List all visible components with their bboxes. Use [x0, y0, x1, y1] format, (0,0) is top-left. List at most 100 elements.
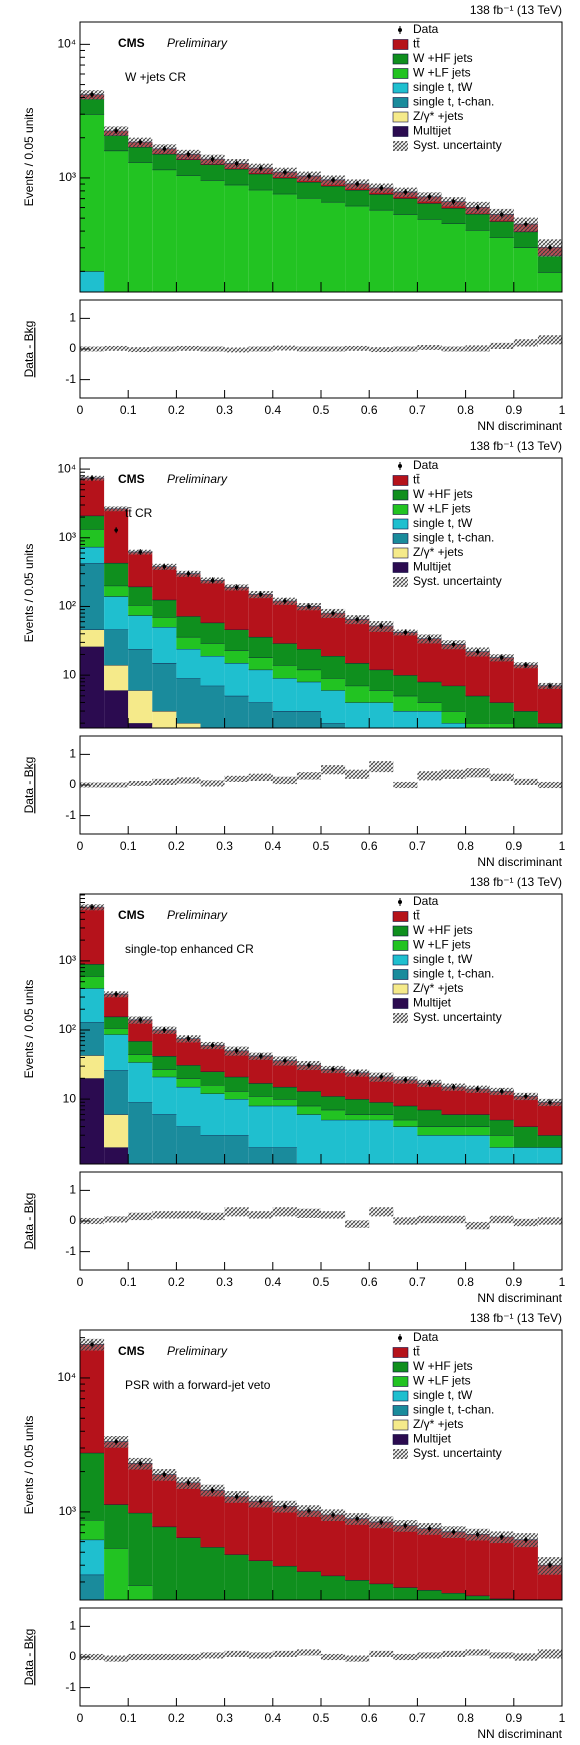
- legend-label: Z/γ* +jets: [413, 545, 463, 559]
- data-point: [355, 1516, 359, 1521]
- stack-segment: [537, 272, 562, 292]
- stack-segment: [200, 1490, 225, 1548]
- y-tick-label: 10²: [59, 599, 76, 613]
- stack-segment: [321, 201, 346, 292]
- stack-segment: [393, 1126, 418, 1164]
- stack-segment: [128, 1054, 153, 1063]
- stack-segment: [321, 1096, 346, 1110]
- stack-segment: [272, 678, 297, 712]
- data-point: [210, 157, 215, 161]
- stack-segment: [104, 994, 129, 1017]
- legend-label: tt̄: [413, 909, 420, 923]
- legend-swatch: [393, 1013, 408, 1023]
- stack-segment: [104, 585, 129, 597]
- data-point: [379, 624, 384, 628]
- stack-segment: [248, 1056, 273, 1084]
- stack-segment: [176, 159, 201, 176]
- stack-segment: [369, 194, 394, 210]
- stack-segment: [272, 1086, 297, 1100]
- ratio-band: [345, 1655, 370, 1662]
- legend-swatch: [392, 983, 409, 995]
- x-tick-label: 0.1: [120, 403, 137, 417]
- data-point: [427, 1526, 432, 1531]
- stack-segment: [321, 655, 346, 679]
- stack-segment: [513, 1147, 538, 1164]
- legend-swatch: [392, 82, 409, 94]
- stack-segment: [272, 1099, 297, 1106]
- stack-segment: [321, 723, 346, 728]
- stack-segment: [104, 665, 129, 691]
- stack-segment: [80, 271, 105, 292]
- data-point: [186, 571, 191, 576]
- stack-segment: [296, 1114, 321, 1164]
- legend-label: W +HF jets: [413, 923, 473, 937]
- stack-segment: [248, 1083, 273, 1097]
- ratio-y-label: Data - Bkg: [22, 1193, 36, 1250]
- ratio-band: [128, 1653, 153, 1661]
- cms-label: CMS: [118, 36, 145, 50]
- data-point: [90, 905, 94, 909]
- ratio-band: [224, 1207, 249, 1217]
- data-point: [331, 1513, 335, 1517]
- stack-segment: [513, 1096, 538, 1127]
- stack-segment: [176, 1078, 201, 1087]
- stack-segment: [176, 1482, 201, 1538]
- x-tick-label: 0.7: [409, 839, 426, 853]
- legend-swatch: [393, 1449, 408, 1459]
- data-point: [283, 599, 287, 603]
- ratio-band: [152, 778, 177, 785]
- data-point: [403, 1523, 408, 1528]
- y-tick-label: 10⁴: [57, 37, 76, 51]
- stack-segment: [104, 508, 129, 563]
- legend-label: single t, t-chan.: [413, 95, 494, 109]
- stack-segment: [80, 646, 105, 728]
- legend-label: Data: [413, 1330, 439, 1344]
- stack-segment: [104, 1070, 129, 1115]
- stack-segment: [441, 711, 466, 724]
- stack-segment: [128, 615, 153, 650]
- data-point: [524, 1094, 528, 1099]
- data-point: [451, 1085, 456, 1089]
- cms-label: CMS: [118, 908, 145, 922]
- ratio-y-tick-label: 1: [69, 747, 76, 761]
- legend-swatch: [392, 111, 409, 123]
- stack-segment: [200, 643, 225, 656]
- stack-segment: [513, 231, 538, 248]
- ratio-band: [128, 1212, 153, 1221]
- ratio-band: [104, 1655, 129, 1662]
- x-tick-label: 1: [559, 1711, 566, 1725]
- ratio-band: [80, 782, 105, 788]
- x-tick-label: 0.7: [409, 403, 426, 417]
- stack-segment: [224, 695, 249, 728]
- stack-segment: [417, 1135, 442, 1164]
- ratio-band: [176, 345, 201, 351]
- x-tick-label: 0.2: [168, 1711, 185, 1725]
- preliminary-label: Preliminary: [167, 1344, 228, 1358]
- ratio-band: [272, 345, 297, 351]
- legend-label: Z/γ* +jets: [413, 109, 463, 123]
- stack-segment: [393, 1525, 418, 1588]
- data-point: [90, 1342, 94, 1347]
- ratio-band: [417, 1652, 442, 1659]
- data-point: [210, 578, 215, 583]
- x-tick-label: 0.6: [361, 403, 378, 417]
- data-point: [258, 1054, 263, 1058]
- stack-segment: [369, 1114, 394, 1120]
- stack-segment: [224, 1076, 249, 1092]
- x-tick-label: 0.5: [313, 403, 330, 417]
- stack-segment: [176, 723, 201, 728]
- stack-segment: [345, 1072, 370, 1100]
- legend-swatch: [392, 1419, 409, 1431]
- x-tick-label: 0.3: [216, 839, 233, 853]
- ratio-band: [296, 1208, 321, 1218]
- legend-label: Multijet: [413, 124, 452, 138]
- stack-segment: [224, 1554, 249, 1600]
- stack-segment: [128, 586, 153, 606]
- data-point: [548, 683, 552, 688]
- stack-segment: [369, 209, 394, 292]
- stack-segment: [537, 685, 562, 724]
- ratio-band: [417, 771, 442, 781]
- stack-segment: [104, 1147, 129, 1164]
- stack-segment: [537, 255, 562, 273]
